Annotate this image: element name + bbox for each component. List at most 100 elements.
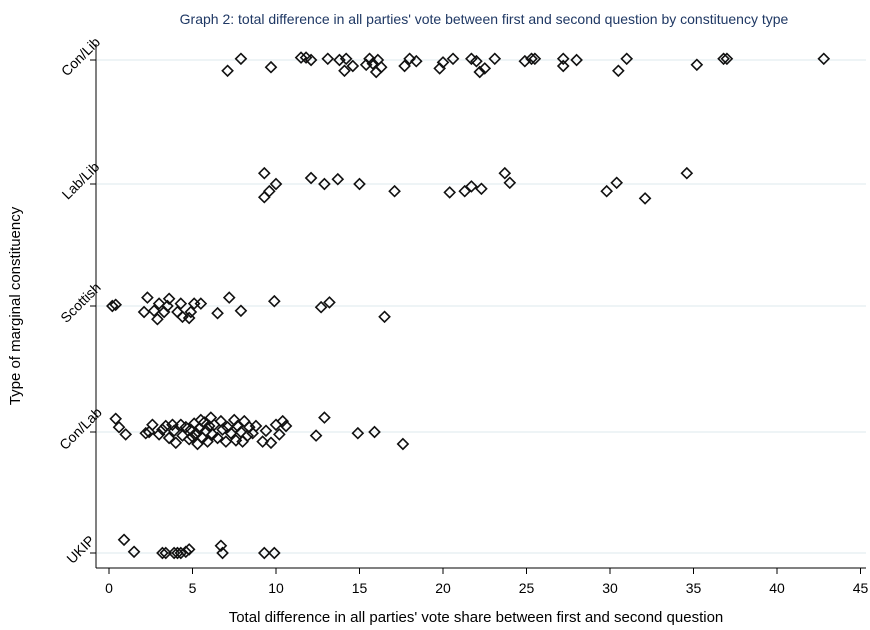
point-con-lib — [473, 65, 487, 79]
point-ukip — [182, 543, 196, 556]
point-con-lab — [202, 419, 216, 433]
point-scottish — [211, 306, 224, 320]
y-tick-label: Scottish — [57, 279, 104, 326]
point-con-lib — [294, 51, 308, 64]
point-con-lab — [182, 432, 196, 446]
point-lab-lib — [388, 184, 401, 198]
point-con-lab — [276, 414, 290, 428]
point-scottish — [222, 291, 236, 304]
point-scottish — [109, 298, 123, 312]
point-con-lab — [273, 428, 286, 441]
point-lab-lib — [638, 192, 652, 205]
point-lab-lib — [498, 166, 512, 180]
point-scottish — [106, 299, 119, 313]
point-lab-lib — [600, 184, 613, 198]
point-con-lab — [351, 426, 365, 440]
point-scottish — [267, 294, 281, 308]
point-ukip — [127, 545, 141, 559]
point-scottish — [378, 310, 391, 324]
x-tick-label: 45 — [853, 580, 869, 596]
y-tick-label: Con/Lab — [56, 404, 105, 453]
point-con-lab — [259, 424, 273, 438]
x-tick-label: 15 — [352, 580, 368, 596]
y-axis-title: Type of marginal constituency — [7, 206, 24, 405]
point-con-lab — [201, 435, 214, 448]
x-tick-label: 20 — [435, 580, 451, 596]
point-con-lab — [199, 424, 213, 438]
point-con-lab — [109, 412, 123, 426]
point-con-lab — [119, 428, 133, 441]
point-con-lib — [690, 58, 704, 72]
x-axis-title: Total difference in all parties' vote sh… — [229, 609, 724, 626]
point-con-lib — [234, 52, 248, 66]
point-con-lib — [409, 54, 423, 68]
point-scottish — [174, 297, 188, 310]
point-con-lab — [206, 428, 219, 441]
point-con-lib — [333, 53, 346, 67]
point-lab-lib — [257, 166, 271, 180]
point-con-lab — [112, 420, 126, 434]
point-ukip — [214, 539, 228, 553]
chart-title: Graph 2: total difference in all parties… — [180, 11, 789, 27]
point-con-lab — [396, 437, 410, 451]
point-con-lab — [176, 429, 189, 442]
data-points — [106, 51, 831, 560]
point-lab-lib — [465, 180, 478, 193]
point-con-lib — [620, 52, 634, 66]
point-con-lib — [338, 64, 351, 78]
point-lab-lib — [304, 171, 318, 185]
point-con-lab — [279, 419, 293, 433]
point-con-lab — [309, 429, 323, 442]
point-con-lab — [159, 419, 173, 433]
point-scottish — [161, 299, 174, 313]
point-ukip — [174, 546, 188, 560]
point-con-lab — [249, 419, 263, 433]
point-con-lib — [436, 56, 450, 69]
point-con-lib — [304, 53, 318, 67]
point-con-lab — [167, 424, 181, 438]
point-con-lab — [186, 430, 199, 444]
point-lab-lib — [269, 177, 283, 191]
point-con-lab — [189, 426, 203, 440]
x-ticks: 0 5 10 15 20 25 30 35 40 45 — [105, 568, 868, 596]
y-tick-label: UKIP — [63, 532, 97, 566]
point-con-lib — [478, 62, 492, 75]
point-con-lab — [166, 418, 179, 432]
point-con-lab — [241, 429, 254, 442]
point-con-lib — [374, 60, 388, 74]
point-scottish — [182, 311, 196, 325]
x-tick-label: 0 — [105, 580, 113, 596]
point-scottish — [141, 291, 154, 304]
point-con-lab — [156, 423, 169, 436]
point-con-lab — [219, 435, 233, 448]
point-scottish — [184, 305, 198, 319]
point-con-lab — [162, 431, 176, 445]
point-lab-lib — [257, 190, 271, 204]
point-scottish — [147, 304, 161, 318]
x-tick-label: 35 — [686, 580, 702, 596]
point-ukip — [156, 546, 169, 560]
point-ukip — [117, 533, 131, 547]
x-tick-label: 30 — [602, 580, 618, 596]
point-scottish — [314, 300, 328, 314]
point-con-lib — [556, 59, 570, 73]
point-lab-lib — [680, 166, 694, 180]
point-ukip — [159, 546, 173, 560]
point-scottish — [152, 297, 166, 310]
point-con-lab — [368, 425, 381, 439]
point-con-lib — [470, 54, 483, 68]
point-scottish — [194, 297, 208, 310]
point-scottish — [151, 312, 164, 326]
x-tick-label: 5 — [189, 580, 197, 596]
point-lab-lib — [262, 184, 276, 198]
point-lab-lib — [318, 177, 331, 191]
point-con-lib — [264, 60, 278, 74]
point-lab-lib — [331, 172, 345, 186]
point-con-lab — [224, 426, 238, 440]
point-ukip — [179, 545, 193, 559]
point-con-lib — [363, 52, 376, 66]
point-con-lib — [346, 59, 360, 73]
point-con-lib — [221, 64, 234, 78]
